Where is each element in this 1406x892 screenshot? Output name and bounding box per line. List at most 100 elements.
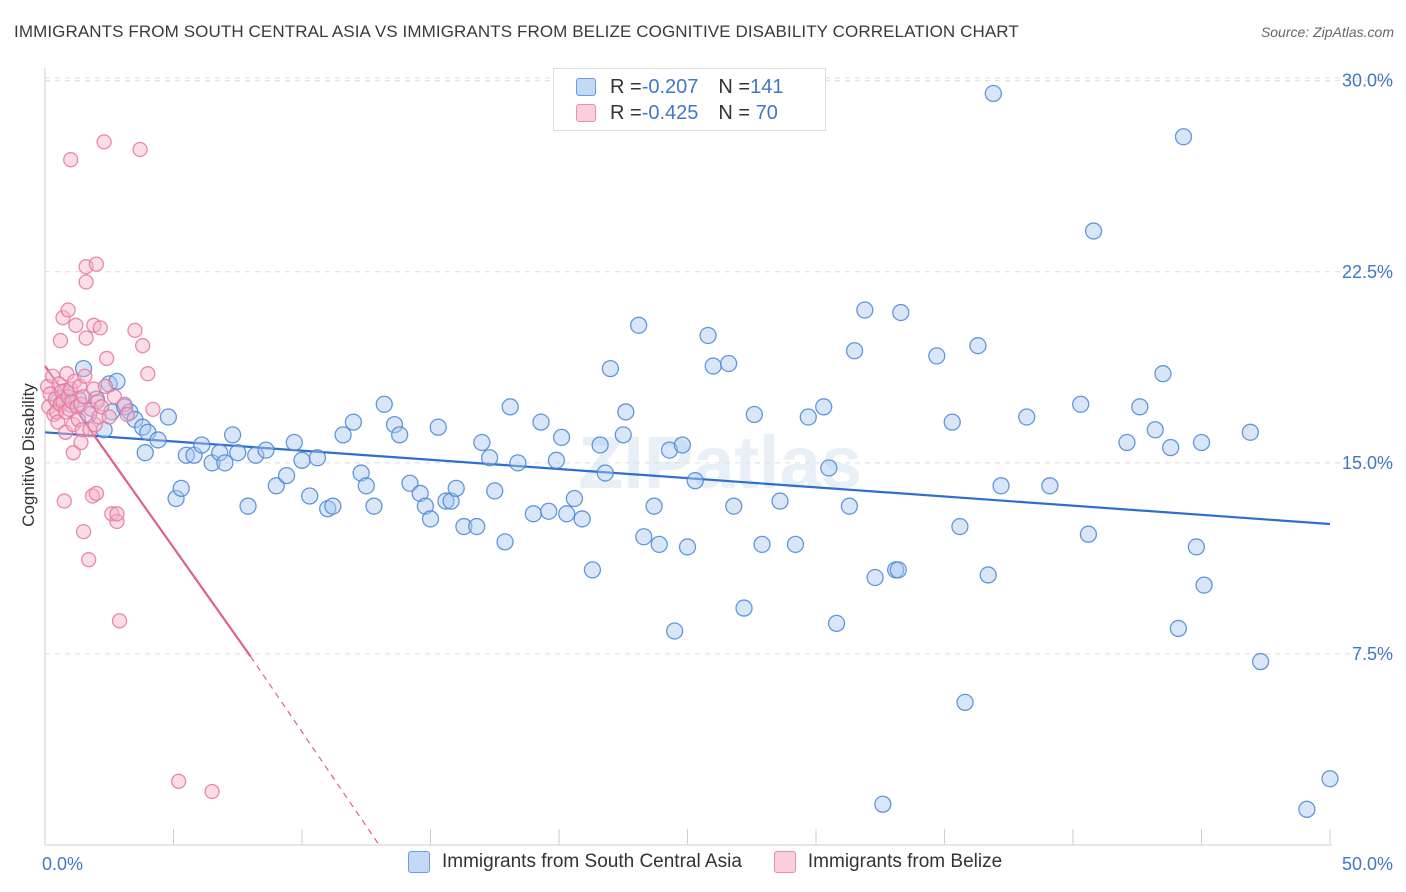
legend-row-south-central-asia: R = -0.207 N = 141 — [576, 75, 783, 99]
trend-line-belize — [44, 365, 252, 658]
south-central-asia-point — [951, 517, 969, 536]
south-central-asia-point — [136, 444, 154, 462]
south-central-asia-point — [1174, 128, 1193, 146]
south-central-asia-point — [856, 301, 874, 319]
south-central-asia-point — [473, 433, 491, 452]
belize-point — [145, 401, 161, 418]
belize-point — [78, 274, 94, 290]
south-central-asia-point — [247, 446, 265, 464]
south-central-asia-point — [324, 497, 342, 515]
south-central-asia-point — [532, 413, 550, 431]
south-central-asia-point — [509, 454, 527, 472]
legend-n-value: 141 — [750, 75, 784, 98]
belize-point — [75, 388, 92, 405]
south-central-asia-point — [223, 426, 242, 444]
south-central-asia-point — [1169, 619, 1188, 638]
belize-point — [63, 381, 79, 397]
belize-point — [170, 773, 187, 789]
chart-title: IMMIGRANTS FROM SOUTH CENTRAL ASIA VS IM… — [14, 22, 1019, 41]
south-central-asia-point — [840, 497, 859, 515]
south-central-asia-point — [1146, 421, 1164, 439]
south-central-asia-point — [786, 535, 805, 554]
south-central-asia-point — [956, 693, 974, 711]
belize-point — [99, 350, 115, 367]
south-central-asia-point — [558, 505, 576, 523]
south-central-asia-point — [442, 492, 460, 510]
south-central-asia-point — [699, 326, 717, 345]
legend-r-value: -0.425 — [641, 101, 699, 124]
belize-point — [63, 152, 79, 168]
south-central-asia-point — [943, 413, 961, 431]
south-central-asia-point — [421, 510, 440, 528]
south-central-asia-point — [1118, 433, 1136, 452]
south-central-asia-point — [385, 416, 404, 434]
south-central-asia-point — [1241, 423, 1259, 441]
south-central-asia-point — [547, 451, 566, 469]
south-central-asia-point — [172, 479, 190, 497]
source-credit: Source: ZipAtlas.com — [1260, 24, 1394, 40]
belize-point — [135, 338, 151, 354]
south-central-asia-point — [678, 538, 697, 556]
x-tick-label-min: 0.0% — [42, 854, 83, 874]
series-legend: Immigrants from South Central Asia Immig… — [408, 851, 1034, 873]
belize-point — [88, 485, 105, 502]
belize-point — [57, 424, 74, 440]
legend-n-value: 70 — [750, 101, 778, 124]
south-central-asia-point — [277, 466, 296, 485]
south-central-asia-point — [216, 454, 234, 472]
south-central-asia-point — [149, 431, 167, 449]
south-central-asia-point — [486, 482, 504, 500]
belize-point — [73, 434, 89, 451]
south-central-asia-point — [820, 459, 838, 477]
legend: R = -0.207 N = 141 R = -0.425 N = 70 — [553, 68, 826, 131]
belize-point — [96, 134, 112, 150]
south-central-asia-point — [725, 497, 743, 515]
belize-point — [104, 506, 120, 522]
south-central-asia-point — [1079, 525, 1098, 543]
trend-line-belize-extension — [250, 656, 380, 846]
south-central-asia-point — [229, 444, 247, 462]
south-central-asia-point — [686, 472, 704, 490]
legend-n-label: N = — [718, 75, 751, 98]
south-central-asia-point — [771, 492, 789, 510]
south-central-asia-point — [1041, 477, 1059, 495]
south-central-asia-point — [573, 510, 591, 528]
south-central-asia-point — [650, 535, 668, 554]
south-central-asia-point — [928, 347, 946, 365]
belize-point — [52, 332, 69, 349]
series-legend-item-south-central-asia: Immigrants from South Central Asia — [408, 851, 742, 873]
belize-point — [56, 493, 72, 509]
south-central-asia-point — [211, 444, 229, 462]
belize-point — [140, 366, 156, 382]
belize-point — [60, 302, 76, 318]
south-central-asia-point — [645, 497, 663, 515]
south-central-asia-point — [391, 426, 409, 444]
south-central-asia-point — [352, 464, 370, 482]
south-central-asia-point — [719, 354, 738, 373]
belize-point — [132, 141, 148, 158]
south-central-asia-point — [524, 505, 542, 523]
south-central-asia-point — [1195, 576, 1213, 594]
south-central-asia-point — [799, 408, 817, 426]
south-central-asia-point — [866, 568, 884, 587]
belize-point — [93, 399, 110, 415]
legend-swatch-pink — [576, 104, 596, 122]
south-central-asia-point — [591, 436, 609, 454]
south-central-asia-point — [239, 497, 257, 515]
axes — [44, 68, 1332, 846]
belize-point — [92, 320, 108, 336]
belize-point — [78, 330, 94, 346]
south-central-asia-point — [1072, 395, 1090, 413]
series-swatch-pink — [773, 851, 796, 873]
south-central-asia-point — [357, 477, 375, 495]
south-central-asia-point — [617, 403, 635, 421]
south-central-asia-point — [401, 474, 419, 492]
south-central-asia-point — [468, 517, 486, 536]
south-central-asia-point — [437, 492, 455, 510]
south-central-asia-point — [1162, 438, 1180, 457]
south-central-asia-point — [984, 84, 1002, 103]
south-central-asia-point — [596, 464, 614, 482]
south-central-asia-point — [630, 316, 648, 334]
south-central-asia-point — [496, 533, 514, 551]
